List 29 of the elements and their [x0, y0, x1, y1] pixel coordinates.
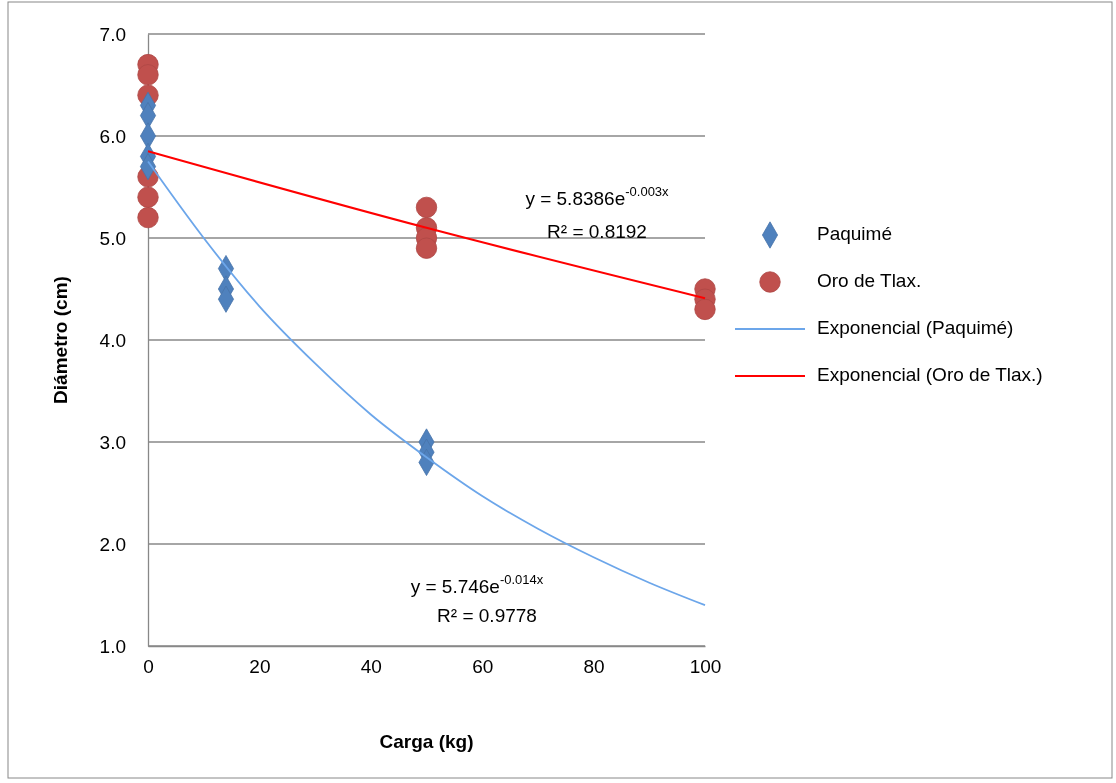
point [694, 298, 716, 321]
y-tick-label: 1.0 [99, 635, 126, 657]
point [137, 206, 159, 229]
x-tick-label: 60 [472, 656, 494, 678]
y-tick-label: 5.0 [99, 227, 126, 249]
x-tick-label: 100 [689, 656, 722, 678]
y-tick-label: 6.0 [99, 125, 126, 147]
legend-label: Exponencial (Paquimé) [817, 317, 1014, 339]
y-tick-label: 7.0 [99, 23, 126, 45]
point [415, 196, 438, 219]
x-tick-label: 20 [249, 656, 271, 678]
y-tick-label: 4.0 [99, 329, 126, 351]
annotation: R² = 0.9778 [437, 605, 537, 627]
point [137, 186, 159, 208]
point [415, 237, 438, 259]
annotation: y = 5.746e$^{-0.014x}$ [410, 571, 544, 598]
x-tick-label: 0 [143, 656, 154, 678]
x-axis-title: Carga (kg) [379, 731, 474, 752]
x-tick-label: 80 [583, 656, 605, 678]
point [137, 64, 159, 86]
y-tick-label: 2.0 [99, 533, 126, 555]
y-axis-title: Diámetro (cm) [50, 276, 71, 404]
x-tick-label: 40 [360, 656, 382, 678]
legend-label: Exponencial (Oro de Tlax.) [817, 364, 1043, 386]
y-tick-label: 3.0 [99, 431, 126, 453]
legend-label: Oro de Tlax. [817, 270, 922, 292]
annotation: R² = 0.8192 [547, 221, 647, 243]
annotation: y = 5.8386e$^{-0.003x}$ [525, 183, 670, 210]
legend-label: Paquimé [817, 223, 892, 245]
